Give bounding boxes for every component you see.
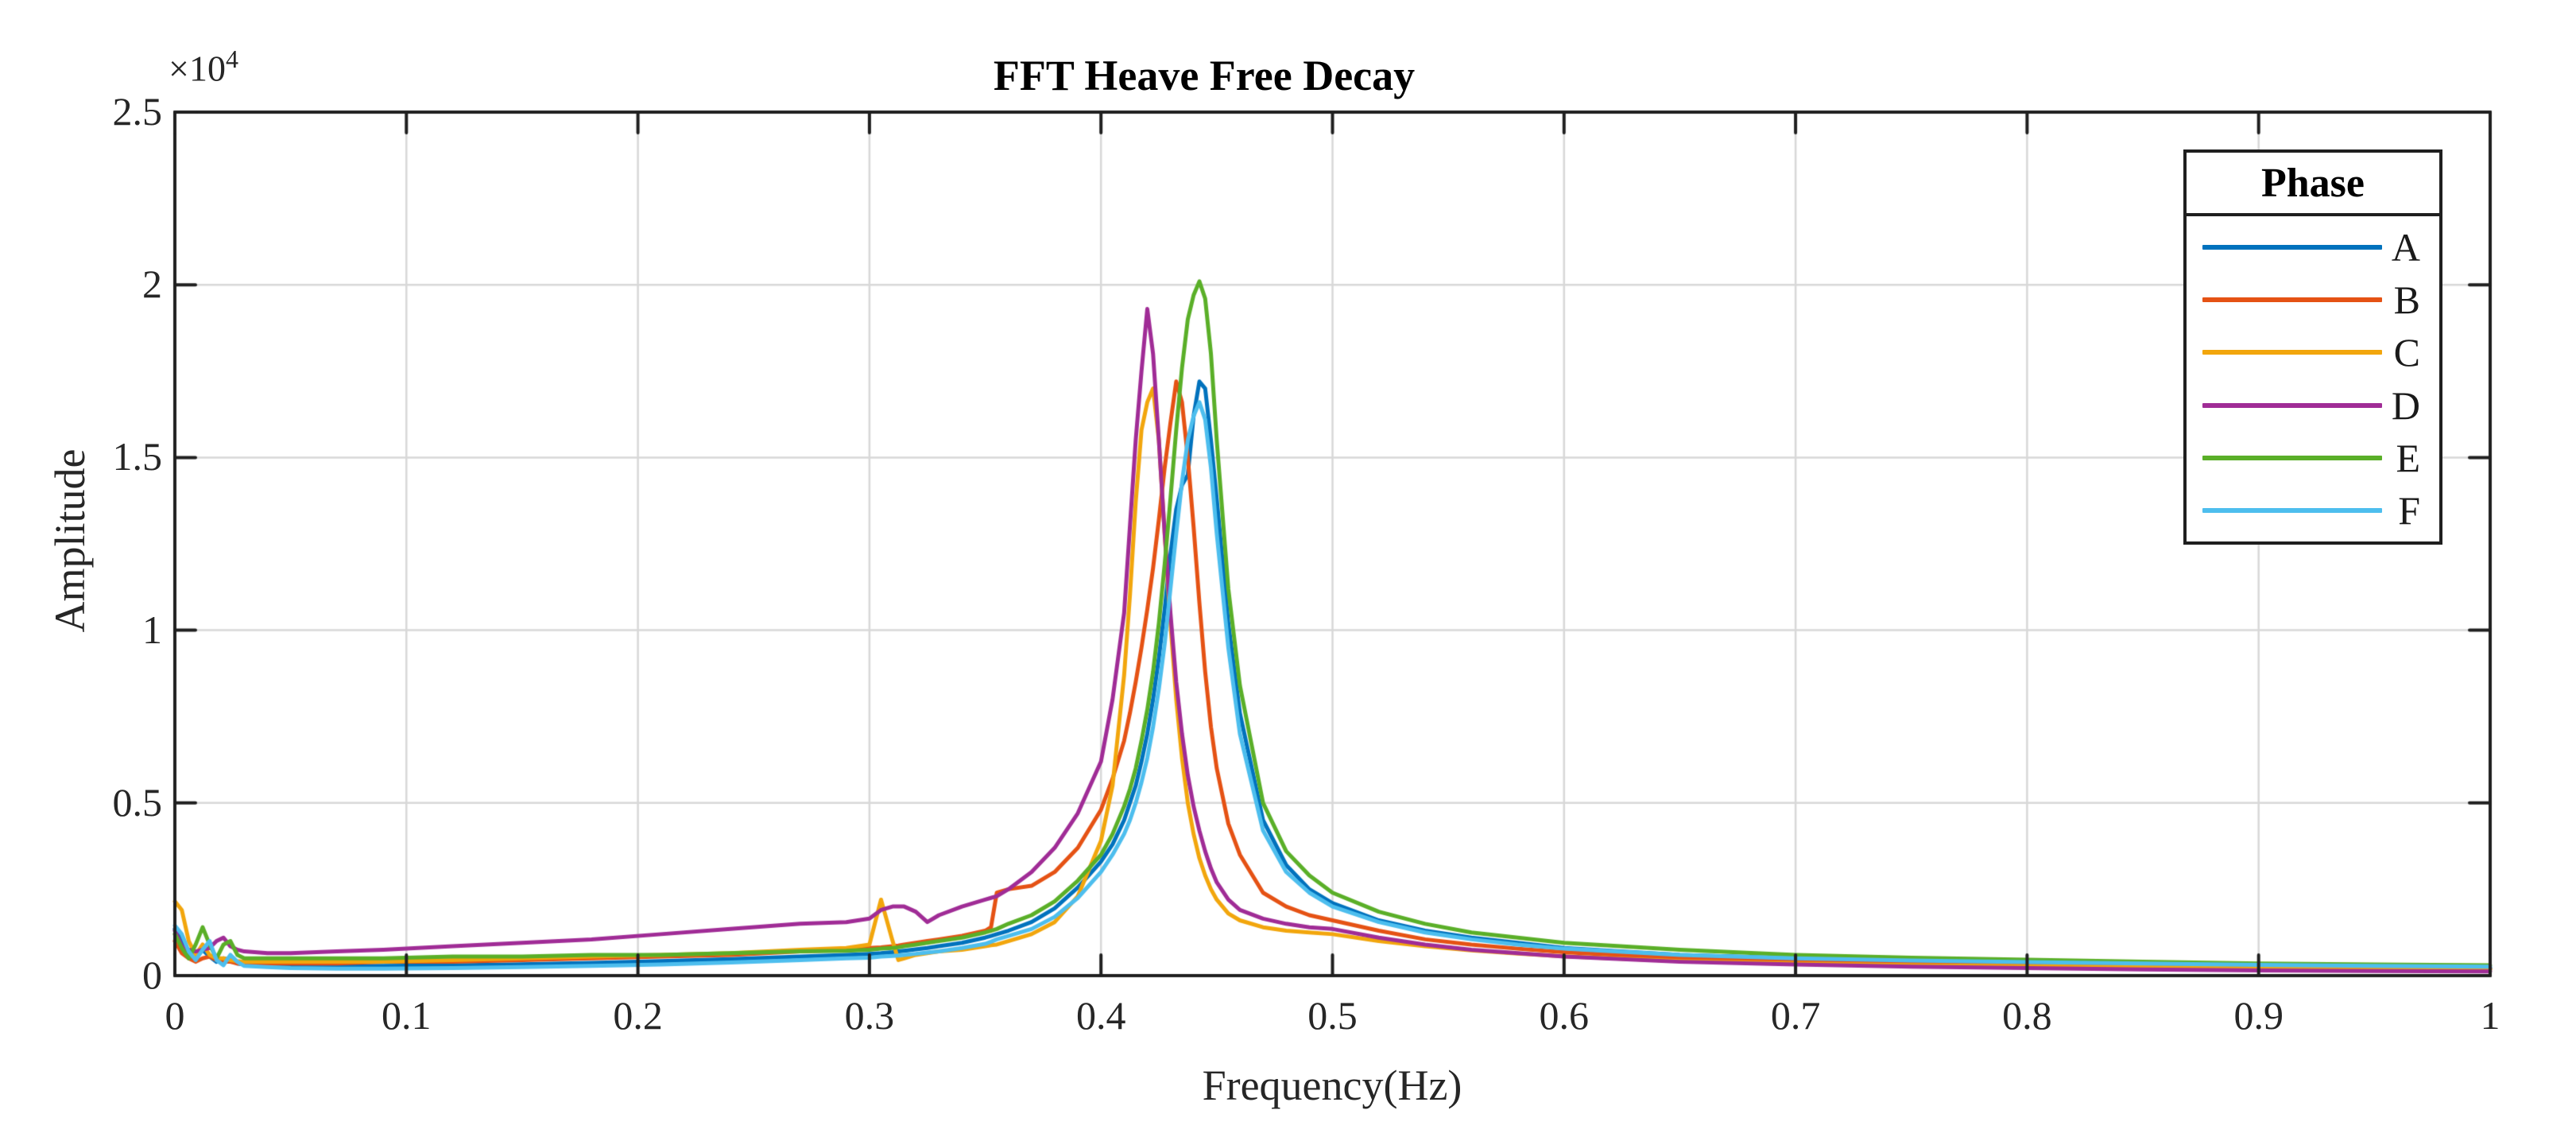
x-tick-label: 0.3 — [844, 993, 895, 1038]
legend-title: Phase — [2187, 153, 2439, 216]
y-tick-label: 2 — [142, 262, 162, 307]
legend-entry: D — [2187, 382, 2439, 429]
legend-entry-label: F — [2398, 487, 2420, 533]
chart-title: FFT Heave Free Decay — [993, 52, 1416, 99]
y-axis-exponent-base: ×10 — [169, 48, 226, 89]
y-tick-label: 2.5 — [112, 88, 163, 134]
x-tick-label: 0.7 — [1770, 993, 1821, 1038]
y-axis-exponent: ×104 — [169, 45, 238, 89]
x-tick-label: 0 — [165, 993, 185, 1038]
legend-entry-label: B — [2393, 277, 2420, 323]
legend-line-sample — [2202, 350, 2382, 355]
legend-line-sample — [2202, 297, 2382, 303]
legend-entry-label: C — [2393, 330, 2420, 375]
x-tick-label: 0.4 — [1075, 993, 1126, 1038]
legend-line-sample — [2202, 245, 2382, 250]
y-axis-label: Amplitude — [46, 448, 94, 633]
legend-entry: C — [2187, 329, 2439, 375]
legend-entry: F — [2187, 487, 2439, 534]
y-tick-label: 0.5 — [112, 779, 163, 825]
x-tick-label: 0.5 — [1307, 993, 1358, 1038]
legend-entry-label: E — [2396, 435, 2420, 480]
legend-line-sample — [2202, 507, 2382, 513]
legend-entry: E — [2187, 435, 2439, 481]
x-tick-label: 0.9 — [2233, 993, 2284, 1038]
legend-line-sample — [2202, 455, 2382, 460]
legend-entry: B — [2187, 277, 2439, 323]
legend-entry-label: D — [2391, 382, 2420, 428]
x-axis-label: Frequency(Hz) — [1202, 1061, 1462, 1109]
y-tick-label: 1 — [142, 607, 162, 652]
x-tick-label: 0.8 — [2002, 993, 2052, 1038]
legend-line-sample — [2202, 402, 2382, 408]
x-tick-label: 0.1 — [382, 993, 432, 1038]
y-tick-label: 1.5 — [112, 434, 163, 479]
legend-entry: A — [2187, 224, 2439, 270]
legend-entry-label: A — [2391, 225, 2420, 270]
y-tick-label: 0 — [142, 952, 162, 997]
y-axis-exponent-power: 4 — [225, 45, 238, 73]
x-tick-label: 0.2 — [613, 993, 663, 1038]
x-tick-label: 0.6 — [1539, 993, 1590, 1038]
x-tick-label: 1 — [2480, 993, 2500, 1038]
